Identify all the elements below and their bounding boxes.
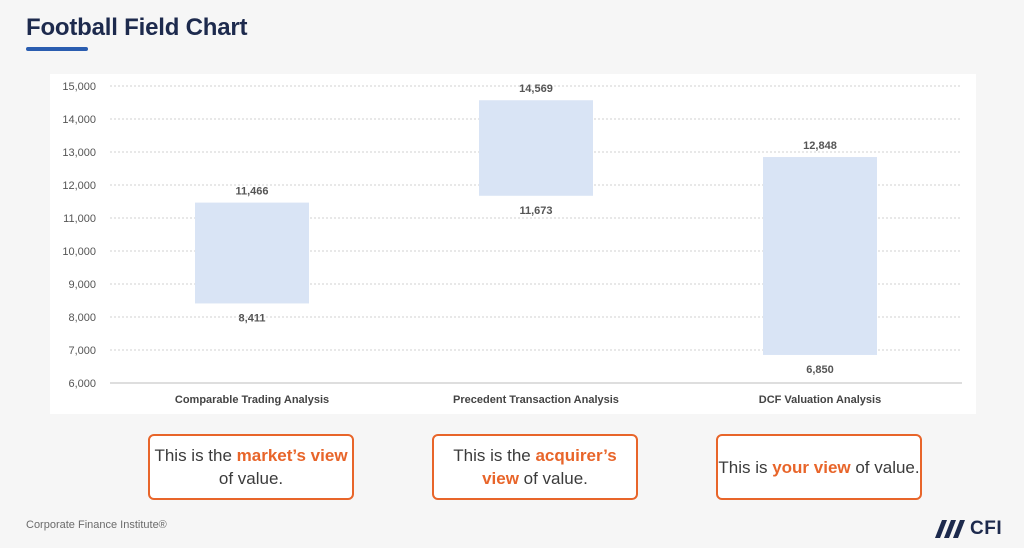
cfi-mark-icon <box>935 520 965 538</box>
logo-text: CFI <box>970 518 1003 539</box>
callout-acquirer-view: This is the acquirer’s view of value. <box>432 434 638 500</box>
range-bar <box>479 100 593 196</box>
y-tick-label: 8,000 <box>68 312 96 324</box>
range-bar <box>763 157 877 355</box>
low-value-label: 6,850 <box>806 364 834 376</box>
y-tick-label: 13,000 <box>62 147 96 159</box>
title-underline <box>26 47 88 51</box>
range-bar <box>195 202 309 304</box>
y-tick-label: 10,000 <box>62 246 96 258</box>
footer-source: Corporate Finance Institute® <box>26 519 167 531</box>
callout-highlight: market’s view <box>236 446 348 465</box>
high-value-label: 14,569 <box>519 83 553 95</box>
cfi-logo: CFI <box>935 518 1002 540</box>
callout-highlight: acquirer’s view <box>482 446 617 488</box>
x-category-label: Comparable Trading Analysis <box>175 394 329 406</box>
x-category-label: DCF Valuation Analysis <box>759 394 881 406</box>
low-value-label: 11,673 <box>519 205 552 217</box>
callout-text-before: This is <box>718 457 773 477</box>
y-tick-label: 9,000 <box>68 279 96 291</box>
x-category-label: Precedent Transaction Analysis <box>453 394 619 406</box>
y-tick-label: 11,000 <box>63 213 96 225</box>
y-tick-label: 6,000 <box>68 378 96 390</box>
y-tick-label: 14,000 <box>62 114 96 126</box>
callout-text-after: of value. <box>518 469 588 488</box>
football-field-chart: 6,000 7,000 8,000 9,000 10,000 11,000 12,000 13… <box>62 81 962 406</box>
callout-text-before: This is the <box>453 446 536 465</box>
callout-text-before: This is the <box>154 446 237 465</box>
callout-highlight: your view <box>772 457 851 477</box>
page-title: Football Field Chart <box>26 14 248 41</box>
y-tick-label: 12,000 <box>62 180 96 192</box>
chart-panel: 6,000 7,000 8,000 9,000 10,000 11,000 12,000 13… <box>50 74 976 414</box>
y-tick-label: 15,000 <box>62 81 96 93</box>
callout-your-view: This is your view of value. <box>716 434 922 500</box>
callout-text-after: of value. <box>218 469 284 488</box>
y-tick-label: 7,000 <box>68 345 96 357</box>
callout-market-view: This is the market’s view of value. <box>148 434 354 500</box>
low-value-label: 8,411 <box>239 312 266 324</box>
callout-text-after: of value. <box>850 457 920 477</box>
high-value-label: 12,848 <box>803 140 837 152</box>
high-value-label: 11,466 <box>235 186 268 198</box>
